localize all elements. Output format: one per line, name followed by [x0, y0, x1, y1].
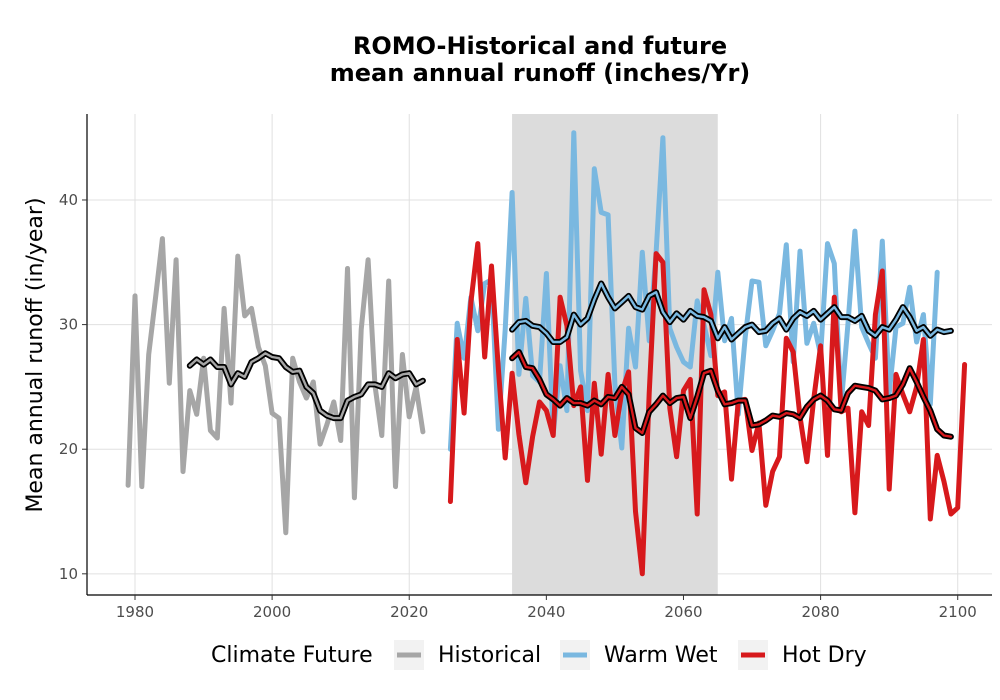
historical-series-line [125, 236, 426, 536]
warm-wet-series-line [447, 130, 940, 452]
legend: Climate Future Historical Warm Wet Hot Dry [211, 640, 867, 670]
x-tick-label: 2060 [664, 603, 702, 621]
y-tick-label: 20 [59, 440, 78, 458]
y-tick-label: 30 [59, 316, 78, 334]
historical-rolling-mean-line [188, 352, 425, 420]
legend-title: Climate Future [211, 643, 373, 668]
legend-label-historical: Historical [438, 643, 541, 668]
hot-dry-rolling-mean-line [510, 350, 953, 438]
x-tick-label: 1980 [116, 603, 154, 621]
chart-title-line-1: ROMO-Historical and future [353, 32, 727, 60]
y-tick-label: 40 [59, 191, 78, 209]
y-axis-title: Mean annual runoff (in/year) [23, 197, 48, 512]
x-tick-label: 2040 [527, 603, 565, 621]
plot-area: 10 20 30 40 1980 2000 2020 2040 2060 2080 2100 [59, 114, 992, 621]
x-tick-label: 2020 [390, 603, 428, 621]
chart-title-line-2: mean annual runoff (inches/Yr) [330, 59, 751, 87]
legend-label-warm-wet: Warm Wet [604, 643, 718, 668]
x-tick-label: 2080 [802, 603, 840, 621]
y-tick-label: 10 [59, 565, 78, 583]
x-tick-label: 2100 [939, 603, 977, 621]
warm-wet-rolling-mean-line [510, 282, 953, 344]
x-tick-label: 2000 [253, 603, 291, 621]
hot-dry-series-line [447, 241, 968, 577]
legend-label-hot-dry: Hot Dry [782, 643, 867, 668]
